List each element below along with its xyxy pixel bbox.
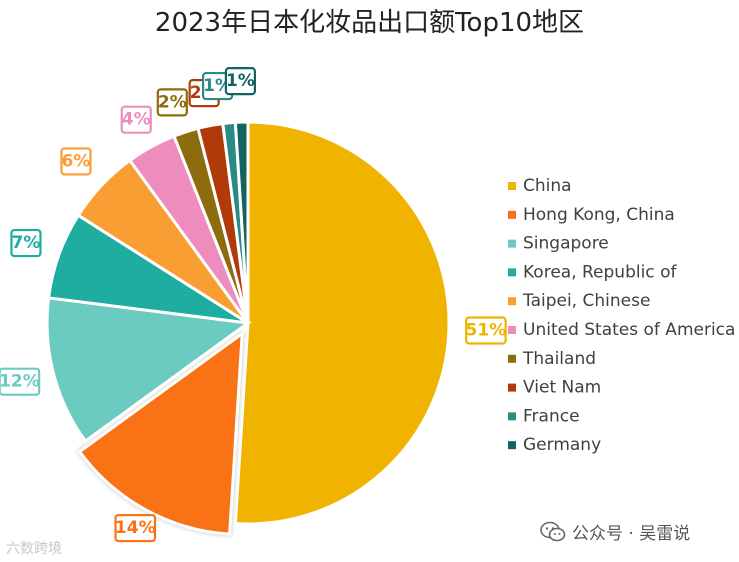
legend-label: Hong Kong, China <box>523 205 675 225</box>
legend-swatch <box>508 441 516 450</box>
data-label-text: 14% <box>115 518 156 538</box>
pie-slice-hong-kong-china <box>77 330 244 536</box>
data-label-text: 4% <box>122 110 151 130</box>
legend-item-china: China <box>508 176 572 196</box>
legend-item-taipei-chinese: Taipei, Chinese <box>508 291 650 311</box>
legend: China Hong Kong, China Singapore Korea, Rep… <box>508 176 735 455</box>
legend-swatch <box>508 297 516 306</box>
data-label-hong-kong-china: 14% <box>114 513 157 543</box>
legend-label: Viet Nam <box>523 378 601 398</box>
legend-label: Singapore <box>523 234 609 254</box>
data-label-box <box>156 88 188 117</box>
data-label-text: 2% <box>158 92 187 112</box>
legend-label: United States of America <box>523 320 735 340</box>
data-label-box <box>120 105 152 134</box>
legend-item-thailand: Thailand <box>508 349 596 369</box>
data-label-text: 51% <box>466 320 507 340</box>
legend-label: Taipei, Chinese <box>522 291 650 311</box>
data-label-korea-republic-of: 7% <box>10 228 42 258</box>
legend-swatch <box>508 268 516 277</box>
pie-slice-germany <box>233 120 250 324</box>
legend-label: China <box>523 176 572 196</box>
legend-item-france: France <box>508 406 580 426</box>
data-label-singapore: 12% <box>0 367 41 396</box>
legend-item-viet-nam: Viet Nam <box>508 378 601 398</box>
data-label-text: 12% <box>0 372 40 392</box>
watermark-right: 公众号 · 吴雷说 <box>540 519 690 544</box>
watermark-left: 六数跨境 <box>6 541 62 557</box>
legend-item-germany: Germany <box>508 435 601 455</box>
legend-item-hong-kong-china: Hong Kong, China <box>508 205 675 225</box>
data-label-thailand: 2% <box>156 88 188 117</box>
legend-label: Germany <box>523 435 601 455</box>
data-label-text: 1% <box>226 71 255 91</box>
data-label-box <box>10 228 42 258</box>
data-label-box <box>465 316 507 345</box>
legend-swatch <box>508 210 516 219</box>
legend-item-singapore: Singapore <box>508 234 609 254</box>
legend-swatch <box>508 383 516 392</box>
legend-item-korea-republic-of: Korea, Republic of <box>508 262 677 282</box>
legend-item-united-states-of-america: United States of America <box>508 320 735 340</box>
pie-data-labels: 51%14%12%7%6%4%2%2%1%1% <box>0 67 507 543</box>
data-label-germany: 1% <box>224 67 256 96</box>
legend-swatch <box>508 182 516 190</box>
chart-title: 2023年日本化妆品出口额Top10地区 <box>154 8 585 38</box>
wechat-icon <box>540 521 566 541</box>
legend-swatch <box>508 239 516 248</box>
data-label-text: 7% <box>12 233 41 253</box>
data-label-china: 51% <box>465 316 507 345</box>
legend-swatch <box>508 326 516 334</box>
pie-slice-singapore <box>45 296 252 444</box>
data-label-text: 6% <box>62 151 91 171</box>
data-label-box <box>60 147 92 176</box>
data-label-united-states-of-america: 4% <box>120 105 152 134</box>
legend-swatch <box>508 412 516 421</box>
legend-swatch <box>508 354 516 363</box>
pie-slice-china <box>233 120 451 526</box>
data-label-box <box>114 513 157 543</box>
watermark-right-text: 公众号 · 吴雷说 <box>572 524 691 544</box>
legend-label: France <box>523 406 580 426</box>
legend-label: Korea, Republic of <box>523 262 677 282</box>
data-label-box <box>224 67 256 96</box>
data-label-box <box>0 367 41 396</box>
legend-label: Thailand <box>522 349 596 369</box>
data-label-taipei-chinese: 6% <box>60 147 92 176</box>
pie-slices <box>45 120 451 536</box>
